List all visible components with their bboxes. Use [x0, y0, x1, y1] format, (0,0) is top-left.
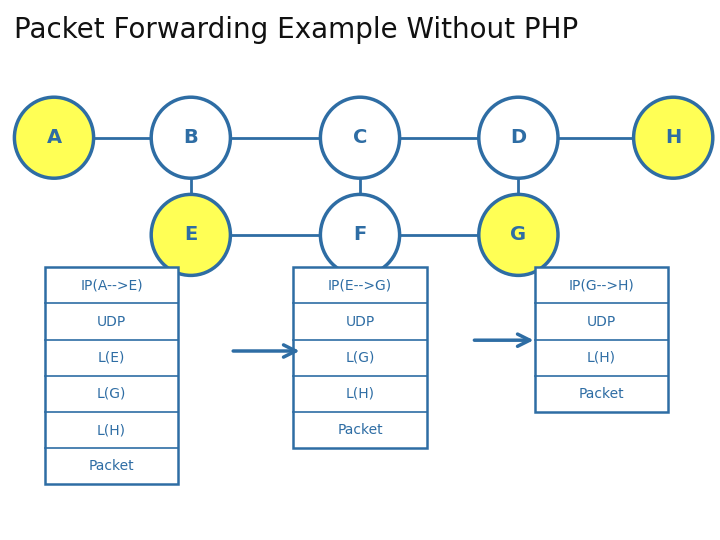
Text: L(H): L(H)	[587, 351, 616, 364]
FancyBboxPatch shape	[45, 267, 179, 484]
Text: C: C	[353, 128, 367, 147]
Text: IP(G-->H): IP(G-->H)	[568, 279, 634, 292]
Ellipse shape	[320, 97, 400, 178]
Text: D: D	[510, 128, 526, 147]
Text: E: E	[184, 225, 197, 245]
Ellipse shape	[14, 97, 94, 178]
Ellipse shape	[151, 194, 230, 275]
Text: L(E): L(E)	[98, 351, 125, 364]
Text: Packet: Packet	[89, 460, 135, 473]
Text: F: F	[354, 225, 366, 245]
Text: L(H): L(H)	[346, 387, 374, 401]
Text: Packet: Packet	[337, 423, 383, 437]
FancyBboxPatch shape	[294, 267, 426, 448]
Text: UDP: UDP	[587, 315, 616, 328]
Ellipse shape	[320, 194, 400, 275]
Text: IP(E-->G): IP(E-->G)	[328, 279, 392, 292]
Text: H: H	[665, 128, 681, 147]
Text: L(H): L(H)	[97, 423, 126, 437]
Text: IP(A-->E): IP(A-->E)	[81, 279, 143, 292]
Text: L(G): L(G)	[97, 387, 126, 401]
Text: L(G): L(G)	[346, 351, 374, 364]
Ellipse shape	[151, 97, 230, 178]
Ellipse shape	[479, 97, 558, 178]
Text: G: G	[510, 225, 526, 245]
Ellipse shape	[634, 97, 713, 178]
Text: Packet: Packet	[578, 387, 624, 401]
Ellipse shape	[479, 194, 558, 275]
FancyBboxPatch shape	[534, 267, 668, 412]
Text: UDP: UDP	[346, 315, 374, 328]
Text: B: B	[184, 128, 198, 147]
Text: Packet Forwarding Example Without PHP: Packet Forwarding Example Without PHP	[14, 16, 579, 44]
Text: A: A	[46, 128, 62, 147]
Text: UDP: UDP	[97, 315, 126, 328]
